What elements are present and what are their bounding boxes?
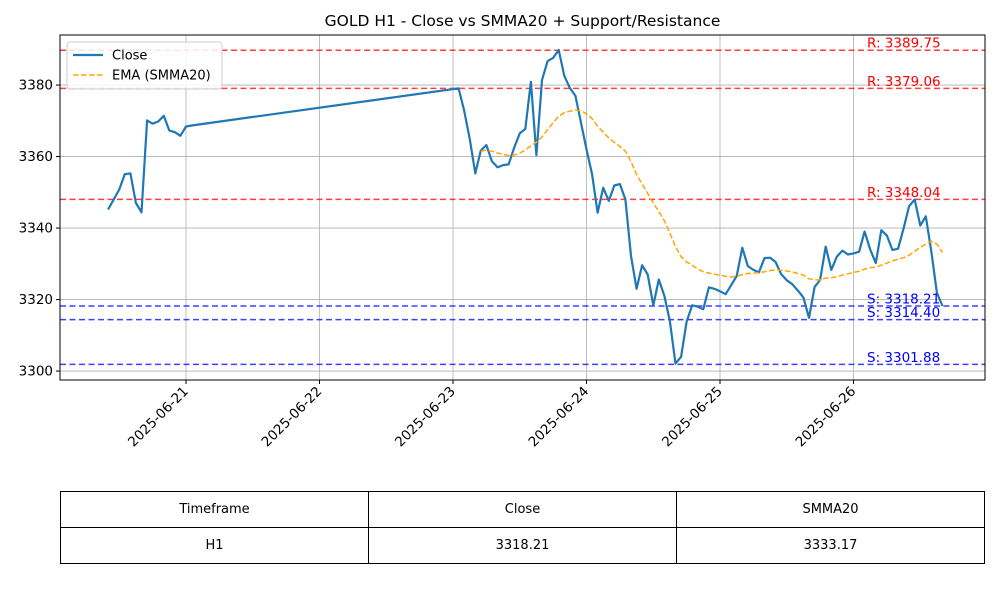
chart: R: 3389.75 R: 3379.06 R: 3348.04 S: 3318.21… (19, 12, 986, 451)
table-header-row: Timeframe Close SMMA20 (60, 491, 985, 528)
resistance-label: R: 3389.75 (867, 36, 941, 52)
resistance-label: R: 3348.04 (867, 185, 941, 201)
legend-label: Close (112, 49, 147, 64)
table-header-cell: Timeframe (60, 491, 369, 528)
y-tick-label: 3360 (19, 149, 53, 165)
close-series-line (107, 48, 944, 365)
x-tick-label: 2025-06-24 (526, 384, 593, 451)
summary-table: Timeframe Close SMMA20 H1 3318.21 3333.1… (60, 491, 985, 564)
support-label: S: 3301.88 (867, 350, 940, 366)
legend-box (66, 41, 223, 90)
table-cell: H1 (60, 527, 369, 564)
chart-title: GOLD H1 - Close vs SMMA20 + Support/Resi… (325, 12, 721, 30)
x-tick-label: 2025-06-21 (125, 384, 192, 451)
table-row: H1 3318.21 3333.17 (60, 527, 985, 564)
table-cell: 3318.21 (368, 527, 677, 564)
x-tick-label: 2025-06-23 (392, 384, 459, 451)
table-header-cell: SMMA20 (676, 491, 985, 528)
resistance-label: R: 3379.06 (867, 74, 941, 90)
y-tick-label: 3320 (19, 292, 53, 308)
table-header-cell: Close (368, 491, 677, 528)
x-tick-label: 2025-06-25 (659, 384, 726, 451)
x-tick-label: 2025-06-26 (793, 384, 860, 451)
table-cell: 3333.17 (676, 527, 985, 564)
smma20-series-line (480, 109, 944, 281)
plot-frame (59, 34, 986, 381)
support-label: S: 3314.40 (867, 305, 940, 321)
y-tick-label: 3340 (19, 221, 53, 237)
y-tick-label: 3380 (19, 78, 53, 94)
legend-label: EMA (SMMA20) (112, 69, 211, 84)
support-label: S: 3318.21 (867, 291, 940, 307)
y-tick-label: 3300 (19, 364, 53, 380)
x-tick-label: 2025-06-22 (259, 384, 326, 451)
